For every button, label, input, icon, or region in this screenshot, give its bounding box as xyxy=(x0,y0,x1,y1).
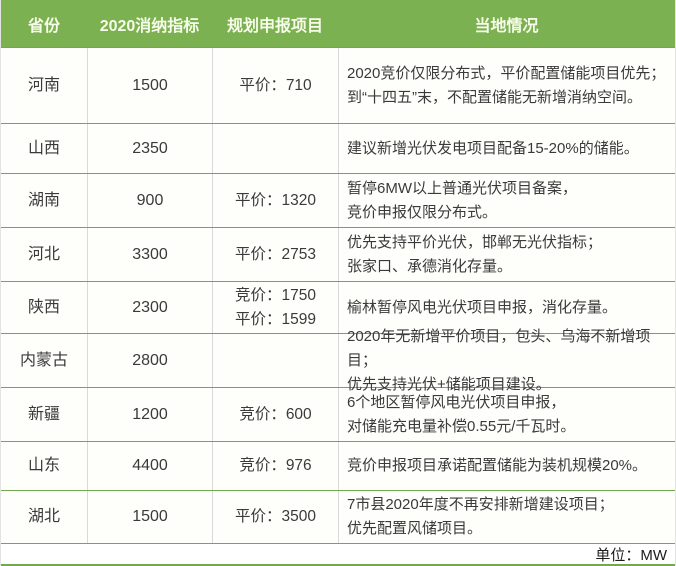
situation-line: 优先支持平价光伏，邯郸无光伏指标； xyxy=(347,233,603,251)
table-row: 湖南 900 平价：1320 暂停6MW以上普通光伏项目备案， 竞价申报仅限分布式… xyxy=(1,173,675,227)
quota-value: 1200 xyxy=(132,405,168,423)
table-row: 陕西 2300 竞价：1750 平价：1599 榆林暂停风电光伏项目申报，消化存量… xyxy=(1,281,675,333)
table-row: 山东 4400 竞价：976 竞价申报项目承诺配置储能为装机规模20%。 xyxy=(1,441,675,490)
province-label: 内蒙古 xyxy=(19,351,68,369)
cell-quota: 1200 xyxy=(87,388,212,441)
table-footer-row: 单位：MW xyxy=(1,543,675,566)
cell-situation: 榆林暂停风电光伏项目申报，消化存量。 xyxy=(338,282,675,333)
situation-line: 7市县2020年度不再安排新增建设项目； xyxy=(347,496,614,513)
cell-quota: 3300 xyxy=(87,228,212,281)
cell-province: 河南 xyxy=(1,48,87,123)
situation-line: 2020竞价仅限分布式，平价配置储能项目优先； xyxy=(347,64,666,82)
situation-line: 2020年无新增平价项目，包头、乌海不新增项目； xyxy=(347,327,651,369)
situation-line: 竞价申报项目承诺配置储能为装机规模20%。 xyxy=(347,457,648,474)
cell-situation: 暂停6MW以上普通光伏项目备案， 竞价申报仅限分布式。 xyxy=(338,174,675,227)
table-header-row: 省份 2020消纳指标 规划申报项目 当地情况 xyxy=(1,0,675,47)
project-line: 平价：1320 xyxy=(235,191,316,209)
cell-projects: 平价：2753 xyxy=(212,228,338,281)
situation-line: 暂停6MW以上普通光伏项目备案， xyxy=(347,179,577,197)
situation-line: 到“十四五”末，不配置储能无新增消纳空间。 xyxy=(347,88,642,106)
situation-line: 优先配置风储项目。 xyxy=(347,520,483,537)
cell-province: 新疆 xyxy=(1,388,87,441)
unit-label: 单位：MW xyxy=(595,546,667,564)
cell-quota: 1500 xyxy=(87,48,212,123)
cell-situation: 6个地区暂停风电光伏项目申报， 对储能充电量补偿0.55元/千瓦时。 xyxy=(338,388,675,441)
cell-quota: 1500 xyxy=(87,491,212,543)
province-label: 湖北 xyxy=(27,508,60,525)
cell-province: 山西 xyxy=(1,124,87,173)
cell-province: 湖南 xyxy=(1,174,87,227)
cell-quota: 2300 xyxy=(87,282,212,333)
table-row: 山西 2350 建议新增光伏发电项目配备15-20%的储能。 xyxy=(1,123,675,173)
cell-province: 陕西 xyxy=(1,282,87,333)
project-line: 平价：710 xyxy=(239,76,312,94)
cell-quota: 4400 xyxy=(87,442,212,490)
cell-situation: 2020年无新增平价项目，包头、乌海不新增项目； 优先支持光伏+储能项目建设。 xyxy=(338,328,675,393)
cell-projects: 平价：710 xyxy=(212,48,338,123)
province-label: 河北 xyxy=(27,245,60,263)
cell-province: 湖北 xyxy=(1,491,87,543)
table-row: 新疆 1200 竞价：600 6个地区暂停风电光伏项目申报， 对储能充电量补偿0.… xyxy=(1,387,675,441)
province-label: 山东 xyxy=(27,457,60,474)
table-row: 湖北 1500 平价：3500 7市县2020年度不再安排新增建设项目； 优先配置… xyxy=(1,490,675,543)
header-local-situation: 当地情况 xyxy=(474,17,539,35)
project-line: 平价：3500 xyxy=(235,508,316,525)
header-quota-2020: 2020消纳指标 xyxy=(99,17,200,35)
province-label: 湖南 xyxy=(27,191,60,209)
province-label: 新疆 xyxy=(27,405,60,423)
cell-situation: 7市县2020年度不再安排新增建设项目； 优先配置风储项目。 xyxy=(338,491,675,543)
cell-province: 内蒙古 xyxy=(1,334,87,387)
project-line: 竞价：600 xyxy=(239,405,312,423)
quota-value: 2300 xyxy=(132,298,168,316)
cell-projects xyxy=(212,334,338,387)
cell-province: 河北 xyxy=(1,228,87,281)
situation-line: 优先支持光伏+储能项目建设。 xyxy=(347,375,551,393)
cell-quota: 2350 xyxy=(87,124,212,173)
cell-projects: 平价：1320 xyxy=(212,174,338,227)
table-row: 河南 1500 平价：710 2020竞价仅限分布式，平价配置储能项目优先； 到“… xyxy=(1,47,675,123)
cell-projects: 竞价：976 xyxy=(212,442,338,490)
project-line: 竞价：976 xyxy=(239,457,312,474)
cell-quota: 2800 xyxy=(87,334,212,387)
situation-line: 6个地区暂停风电光伏项目申报， xyxy=(347,393,566,411)
quota-value: 900 xyxy=(136,191,164,209)
quota-value: 2800 xyxy=(132,351,168,369)
cell-situation: 建议新增光伏发电项目配备15-20%的储能。 xyxy=(338,124,675,173)
cell-province: 山东 xyxy=(1,442,87,490)
cell-projects: 竞价：600 xyxy=(212,388,338,441)
cell-situation: 优先支持平价光伏，邯郸无光伏指标； 张家口、承德消化存量。 xyxy=(338,228,675,281)
cell-projects xyxy=(212,124,338,173)
cell-projects: 竞价：1750 平价：1599 xyxy=(212,282,338,333)
project-line: 平价：2753 xyxy=(235,245,316,263)
quota-value: 4400 xyxy=(132,457,168,474)
quota-value: 3300 xyxy=(132,245,168,263)
situation-line: 张家口、承德消化存量。 xyxy=(347,257,513,275)
cell-projects: 平价：3500 xyxy=(212,491,338,543)
cell-situation: 2020竞价仅限分布式，平价配置储能项目优先； 到“十四五”末，不配置储能无新增消… xyxy=(338,48,675,123)
situation-line: 榆林暂停风电光伏项目申报，消化存量。 xyxy=(347,298,618,316)
province-label: 山西 xyxy=(27,139,60,157)
project-line: 竞价：1750 xyxy=(235,286,316,304)
situation-line: 对储能充电量补偿0.55元/千瓦时。 xyxy=(347,417,576,435)
project-line: 平价：1599 xyxy=(235,310,316,328)
quota-value: 2350 xyxy=(132,139,168,157)
quota-value: 1500 xyxy=(132,508,168,525)
header-planned-projects: 规划申报项目 xyxy=(226,17,323,35)
table-row: 内蒙古 2800 2020年无新增平价项目，包头、乌海不新增项目； 优先支持光伏+… xyxy=(1,328,675,393)
province-label: 陕西 xyxy=(27,298,60,316)
header-province: 省份 xyxy=(27,17,60,35)
cell-situation: 竞价申报项目承诺配置储能为装机规模20%。 xyxy=(338,442,675,490)
situation-line: 竞价申报仅限分布式。 xyxy=(347,203,498,221)
table-row: 河北 3300 平价：2753 优先支持平价光伏，邯郸无光伏指标； 张家口、承德消… xyxy=(1,227,675,281)
quota-value: 1500 xyxy=(132,76,168,94)
province-label: 河南 xyxy=(27,76,60,94)
cell-quota: 900 xyxy=(87,174,212,227)
situation-line: 建议新增光伏发电项目配备15-20%的储能。 xyxy=(347,139,639,157)
